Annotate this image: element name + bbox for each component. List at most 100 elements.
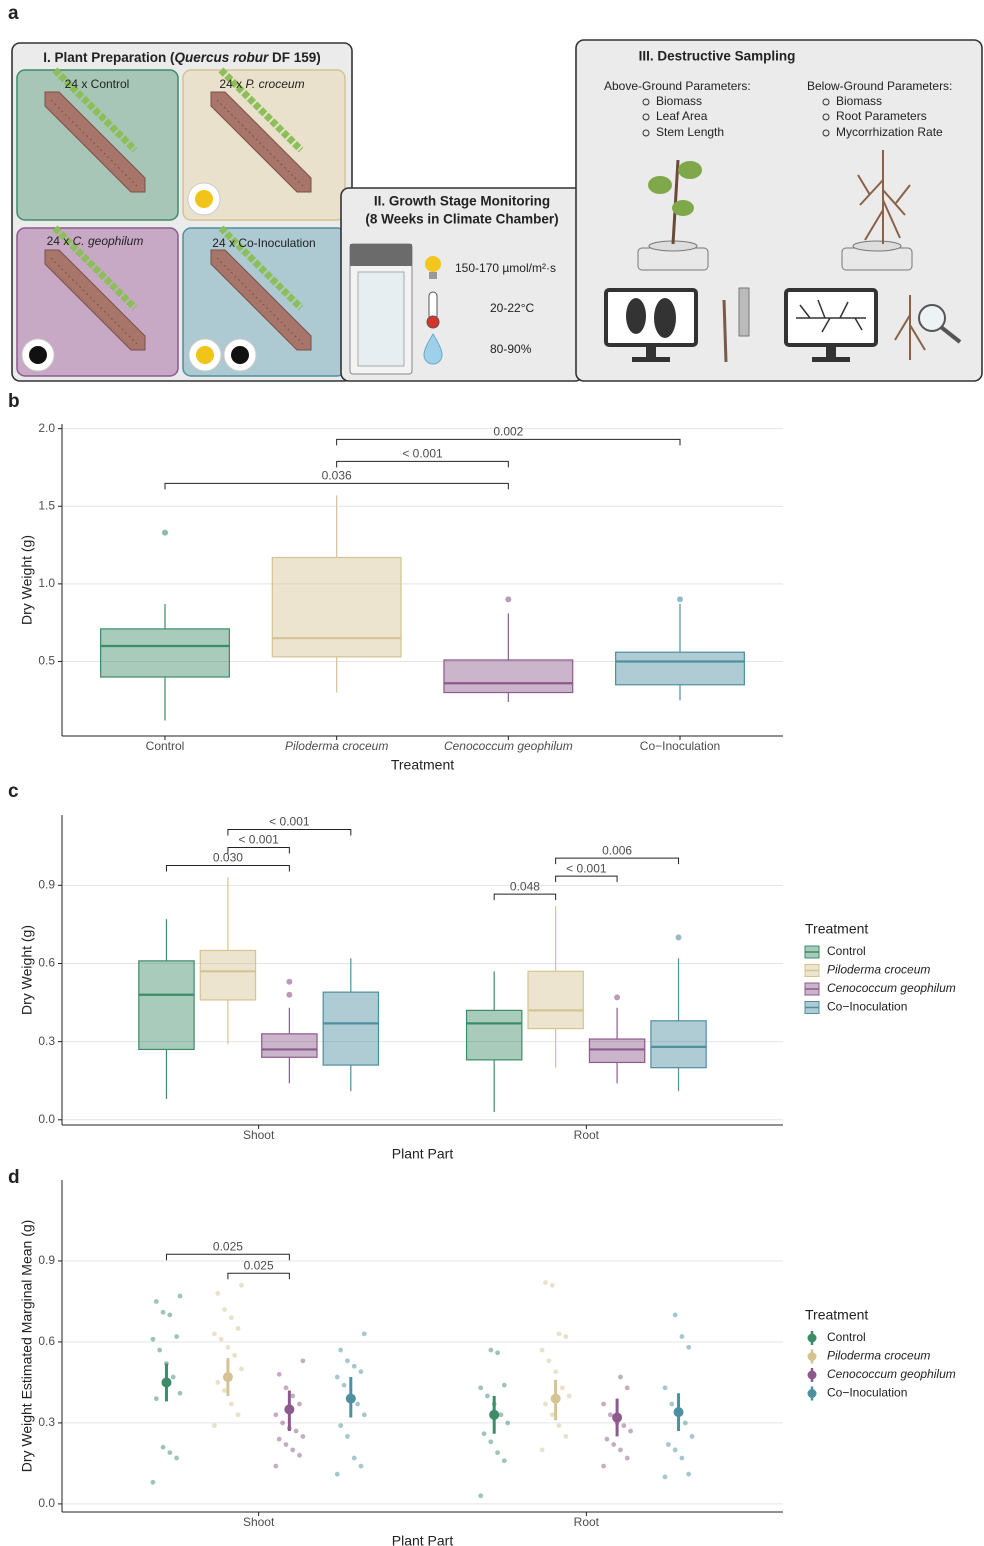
- box: [101, 629, 230, 677]
- param-item: Biomass: [656, 94, 702, 108]
- raw-point: [546, 1358, 551, 1363]
- raw-point: [167, 1313, 172, 1318]
- legend-key: [808, 1371, 817, 1380]
- raw-point: [543, 1402, 548, 1407]
- raw-point: [342, 1383, 347, 1388]
- significance-bracket: [228, 1273, 289, 1279]
- raw-point: [563, 1434, 568, 1439]
- legend-label: Piloderma croceum: [827, 963, 930, 977]
- raw-point: [666, 1442, 671, 1447]
- outlier: [505, 596, 511, 602]
- raw-point: [212, 1331, 217, 1336]
- label-part: 24 x Co-Inoculation: [212, 236, 315, 250]
- raw-point: [601, 1464, 606, 1469]
- mean-point: [551, 1394, 561, 1404]
- raw-point: [488, 1439, 493, 1444]
- raw-point: [290, 1394, 295, 1399]
- label-part: P. croceum: [245, 77, 304, 91]
- raw-point: [345, 1434, 350, 1439]
- raw-point: [273, 1412, 278, 1417]
- raw-point: [338, 1348, 343, 1353]
- significance-label: 0.036: [322, 469, 352, 483]
- raw-point: [154, 1396, 159, 1401]
- param-item: Leaf Area: [656, 109, 708, 123]
- outlier: [286, 992, 292, 998]
- raw-point: [540, 1348, 545, 1353]
- raw-point: [663, 1475, 668, 1480]
- x-tick-label: Piloderma croceum: [285, 739, 388, 753]
- x-tick-label: Shoot: [243, 1128, 275, 1142]
- label-part: 24 x Control: [65, 77, 130, 91]
- param-heading: Above-Ground Parameters:: [604, 79, 751, 93]
- raw-point: [359, 1464, 364, 1469]
- box: [272, 557, 401, 656]
- box: [200, 950, 255, 999]
- raw-point: [284, 1442, 289, 1447]
- raw-point: [297, 1402, 302, 1407]
- raw-point: [215, 1291, 220, 1296]
- y-tick-label: 0.5: [38, 654, 55, 668]
- significance-label: < 0.001: [269, 815, 310, 829]
- raw-point: [560, 1385, 565, 1390]
- legend-title: Treatment: [805, 921, 868, 937]
- raw-point: [352, 1364, 357, 1369]
- raw-point: [151, 1337, 156, 1342]
- raw-point: [215, 1380, 220, 1385]
- condition: 80-90%: [490, 342, 532, 356]
- raw-point: [178, 1391, 183, 1396]
- raw-point: [499, 1412, 504, 1417]
- mean-point: [674, 1407, 684, 1417]
- y-tick-label: 0.3: [38, 1415, 55, 1429]
- raw-point: [277, 1437, 282, 1442]
- outlier: [286, 979, 292, 985]
- y-tick-label: 0.0: [38, 1112, 55, 1126]
- outlier: [677, 596, 683, 602]
- raw-point: [167, 1450, 172, 1455]
- significance-label: 0.025: [244, 1258, 274, 1272]
- title-part: Quercus robur: [174, 50, 269, 65]
- raw-point: [488, 1348, 493, 1353]
- condition: 150-170 µmol/m²·s: [455, 261, 556, 275]
- x-tick-label: Control: [146, 739, 185, 753]
- raw-point: [362, 1412, 367, 1417]
- raw-point: [621, 1423, 626, 1428]
- outlier: [614, 994, 620, 1000]
- mean-point: [612, 1413, 622, 1423]
- significance-label: < 0.001: [402, 447, 443, 461]
- stage-title: II. Growth Stage Monitoring: [374, 194, 550, 209]
- condition: 20-22°C: [490, 301, 534, 315]
- raw-point: [273, 1464, 278, 1469]
- title-part: DF 159): [268, 50, 321, 65]
- raw-point: [686, 1472, 691, 1477]
- raw-point: [174, 1456, 179, 1461]
- outlier: [162, 530, 168, 536]
- significance-label: 0.006: [602, 843, 632, 857]
- raw-point: [482, 1431, 487, 1436]
- x-tick-label: Co−Inoculation: [640, 739, 720, 753]
- x-tick-label: Root: [574, 1128, 600, 1142]
- raw-point: [625, 1456, 630, 1461]
- legend-label: Control: [827, 1330, 866, 1344]
- significance-label: 0.002: [493, 425, 523, 439]
- raw-point: [355, 1402, 360, 1407]
- legend-label: Cenococcum geophilum: [827, 1367, 956, 1381]
- y-tick-label: 0.9: [38, 878, 55, 892]
- raw-point: [338, 1423, 343, 1428]
- stage-title: (8 Weeks in Climate Chamber): [365, 212, 558, 227]
- legend-label: Co−Inoculation: [827, 1000, 907, 1014]
- legend-key: [808, 1389, 817, 1398]
- raw-point: [502, 1383, 507, 1388]
- box: [467, 1010, 522, 1059]
- y-tick-label: 0.6: [38, 956, 55, 970]
- raw-point: [294, 1429, 299, 1434]
- raw-point: [485, 1394, 490, 1399]
- group-label: 24 x Control: [65, 77, 130, 91]
- box: [262, 1034, 317, 1057]
- raw-point: [222, 1388, 227, 1393]
- raw-point: [157, 1348, 162, 1353]
- mean-point: [161, 1377, 171, 1387]
- raw-point: [673, 1448, 678, 1453]
- raw-point: [174, 1334, 179, 1339]
- significance-bracket: [337, 439, 680, 445]
- y-axis-title: Dry Weight (g): [19, 535, 35, 625]
